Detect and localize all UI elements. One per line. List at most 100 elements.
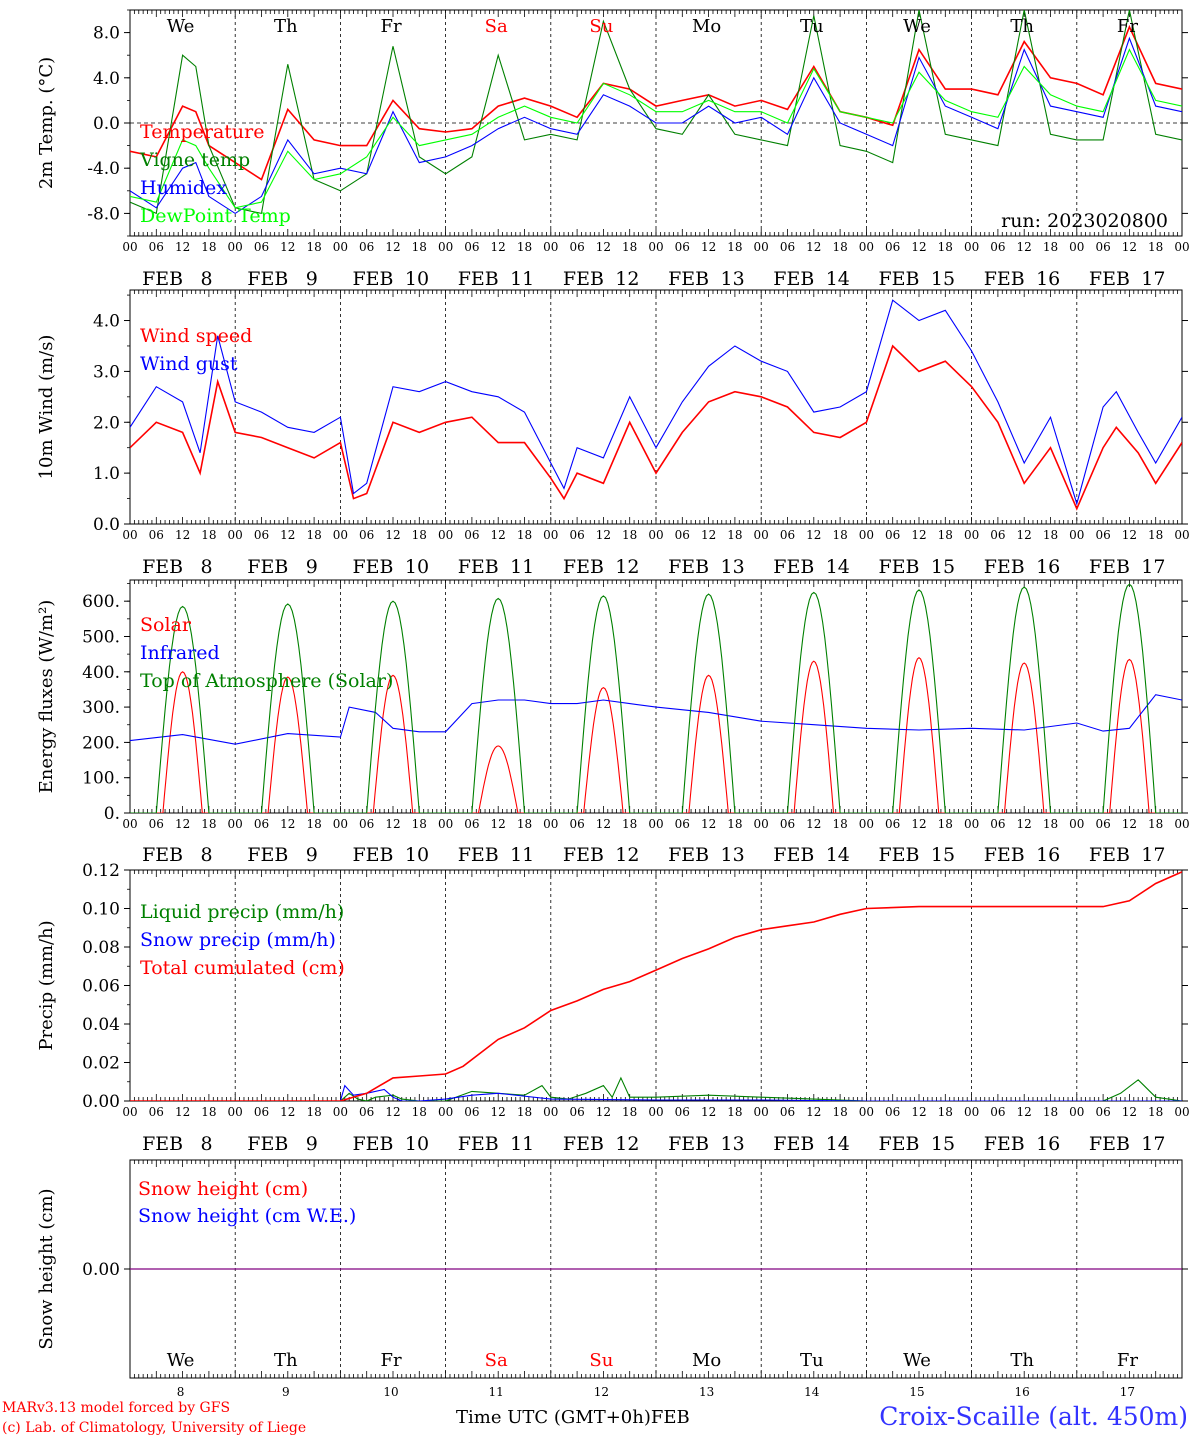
snow-date-number: 17 <box>1120 1385 1135 1399</box>
energy-hour-label: 18 <box>412 817 427 831</box>
wind-date-day: 15 <box>931 556 955 578</box>
snow-dow-label: We <box>903 1350 931 1371</box>
temperature-hour-label: 18 <box>412 240 427 254</box>
wind-hour-label: 06 <box>569 528 584 542</box>
precip-hour-label: 12 <box>911 1105 926 1119</box>
precip-date-month: FEB <box>247 1133 288 1155</box>
precip-date-month: FEB <box>878 1133 919 1155</box>
energy-hour-label: 18 <box>1148 817 1163 831</box>
snow-dow-label: Sa <box>485 1350 508 1371</box>
precip-date-day: 11 <box>510 1133 534 1155</box>
temperature-date-day: 16 <box>1036 268 1060 290</box>
temperature-dow-label: Th <box>1010 16 1034 37</box>
lab-credit: (c) Lab. of Climatology, University of L… <box>2 1420 307 1436</box>
temperature-date-day: 17 <box>1141 268 1165 290</box>
temperature-hour-label: 06 <box>569 240 584 254</box>
precip-ylabel: Precip (mm/h) <box>36 920 57 1050</box>
wind-date-day: 13 <box>721 556 745 578</box>
precip-ytick-label: 0.04 <box>82 1015 120 1035</box>
precip-hour-label: 18 <box>832 1105 847 1119</box>
snow-ytick-label: 0.00 <box>82 1260 120 1280</box>
precip-hour-label: 00 <box>754 1105 769 1119</box>
wind-hour-label: 00 <box>333 528 348 542</box>
temperature-hour-label: 00 <box>859 240 874 254</box>
snow-dow-label: Th <box>1010 1350 1034 1371</box>
wind-date-month: FEB <box>668 556 709 578</box>
wind-hour-label: 12 <box>806 528 821 542</box>
temperature-series-humidex <box>130 36 1182 215</box>
temperature-dow-label: Fr <box>1117 16 1138 37</box>
precip-date-month: FEB <box>458 1133 499 1155</box>
precip-date-month: FEB <box>773 1133 814 1155</box>
wind-hour-label: 06 <box>254 528 269 542</box>
energy-hour-label: 06 <box>1095 817 1110 831</box>
energy-date-day: 17 <box>1141 844 1165 866</box>
precip-ytick-label: 0.08 <box>82 938 120 958</box>
precip-date-day: 10 <box>405 1133 429 1155</box>
wind-date-month: FEB <box>1089 556 1130 578</box>
energy-hour-label: 00 <box>648 817 663 831</box>
temperature-hour-label: 18 <box>517 240 532 254</box>
precip-hour-label: 00 <box>122 1105 137 1119</box>
precip-hour-label: 18 <box>727 1105 742 1119</box>
precip-date-month: FEB <box>1089 1133 1130 1155</box>
wind-hour-label: 12 <box>1017 528 1032 542</box>
energy-date-day: 15 <box>931 844 955 866</box>
energy-ytick-label: 500. <box>82 627 120 647</box>
temperature-date-day: 12 <box>615 268 639 290</box>
energy-hour-label: 00 <box>333 817 348 831</box>
wind-hour-label: 00 <box>648 528 663 542</box>
temperature-hour-label: 12 <box>175 240 190 254</box>
wind-hour-label: 06 <box>1095 528 1110 542</box>
energy-ytick-label: 400. <box>82 663 120 683</box>
precip-hour-label: 18 <box>1043 1105 1058 1119</box>
temperature-ytick-label: 4.0 <box>93 69 120 89</box>
energy-ytick-label: 100. <box>82 769 120 789</box>
wind-hour-label: 18 <box>517 528 532 542</box>
precip-hour-label: 12 <box>701 1105 716 1119</box>
precip-series-liquid-precip-mm-h- <box>130 1076 1182 1101</box>
energy-hour-label: 18 <box>306 817 321 831</box>
precip-legend-total-cumulated-cm-: Total cumulated (cm) <box>140 957 345 979</box>
wind-hour-label: 06 <box>149 528 164 542</box>
precip-date-day: 17 <box>1141 1133 1165 1155</box>
energy-ytick-label: 0. <box>104 804 120 824</box>
precip-hour-label: 06 <box>675 1105 690 1119</box>
wind-series-wind-speed <box>130 344 1182 511</box>
precip-hour-label: 06 <box>885 1105 900 1119</box>
temperature-legend-humidex: Humidex <box>140 177 227 199</box>
wind-hour-label: 18 <box>201 528 216 542</box>
energy-date-month: FEB <box>352 844 393 866</box>
energy-hour-label: 06 <box>675 817 690 831</box>
precip-hour-label: 06 <box>780 1105 795 1119</box>
precip-hour-label: 12 <box>491 1105 506 1119</box>
wind-date-month: FEB <box>142 556 183 578</box>
temperature-hour-label: 18 <box>727 240 742 254</box>
wind-hour-label: 00 <box>754 528 769 542</box>
energy-hour-label: 18 <box>1043 817 1058 831</box>
wind-hour-label: 00 <box>228 528 243 542</box>
temperature-hour-label: 12 <box>701 240 716 254</box>
energy-hour-label: 18 <box>938 817 953 831</box>
wind-date-month: FEB <box>352 556 393 578</box>
precip-hour-label: 18 <box>622 1105 637 1119</box>
precip-ytick-label: 0.06 <box>82 977 120 997</box>
temperature-hour-label: 18 <box>1043 240 1058 254</box>
precip-hour-label: 06 <box>464 1105 479 1119</box>
energy-hour-label: 12 <box>175 817 190 831</box>
temperature-hour-label: 06 <box>359 240 374 254</box>
wind-hour-label: 18 <box>832 528 847 542</box>
temperature-hour-label: 12 <box>385 240 400 254</box>
energy-series-solar <box>130 656 1182 813</box>
energy-date-day: 8 <box>201 844 213 866</box>
precip-ytick-label: 0.10 <box>82 900 120 920</box>
precip-hour-label: 00 <box>648 1105 663 1119</box>
temperature-series-vigne-temp <box>130 10 1182 215</box>
precip-date-day: 16 <box>1036 1133 1060 1155</box>
wind-hour-label: 06 <box>464 528 479 542</box>
temperature-series-temperature <box>130 24 1182 181</box>
energy-date-day: 16 <box>1036 844 1060 866</box>
precip-hour-label: 18 <box>1148 1105 1163 1119</box>
temperature-hour-label: 00 <box>543 240 558 254</box>
precip-series-total-cumulated-cm- <box>130 871 1182 1101</box>
